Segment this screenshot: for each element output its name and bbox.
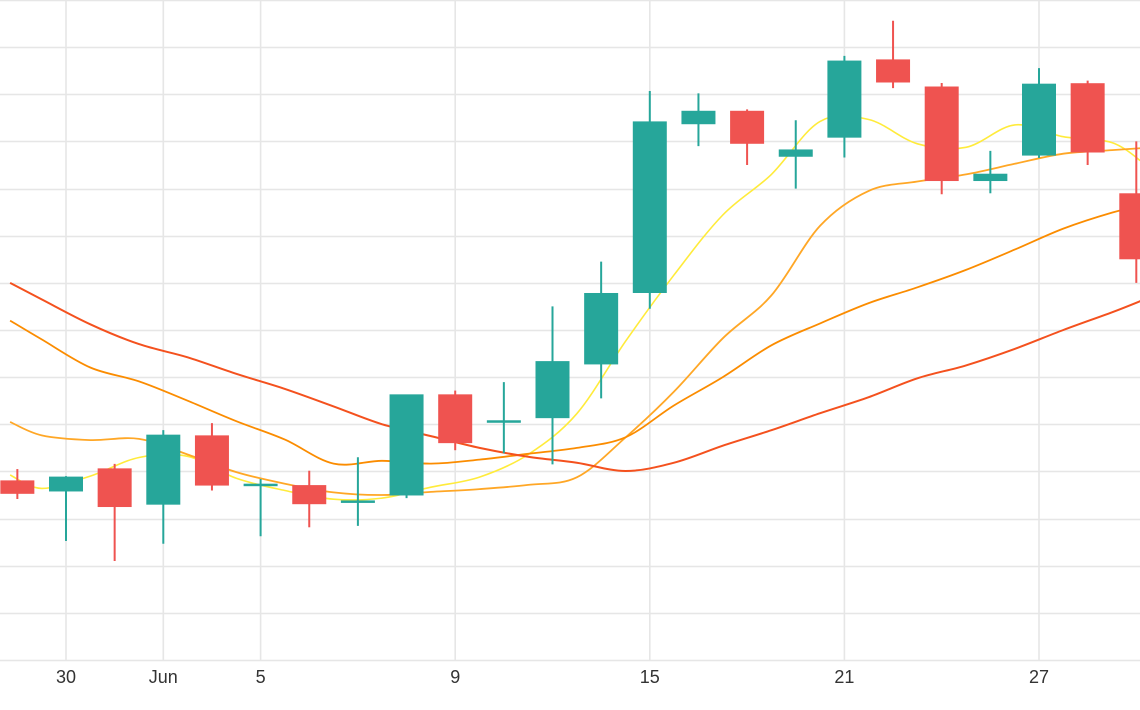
candle-body [535, 361, 570, 419]
candle-body [584, 292, 619, 365]
candle-body [0, 480, 35, 494]
candle-down [730, 109, 765, 165]
candle-up [584, 261, 619, 399]
moving-average-line-2 [9, 147, 1140, 496]
candle-body [194, 435, 229, 486]
candle-down [0, 469, 35, 500]
moving-average-lines [9, 114, 1140, 501]
candle-down [194, 423, 229, 491]
x-tick-label: 27 [1029, 667, 1049, 687]
candle-up [243, 478, 278, 537]
x-axis: 30 Jun 5 9 15 21 27 [56, 667, 1049, 687]
candle-body [97, 468, 132, 508]
candle-up [1022, 68, 1056, 158]
candle-up [973, 150, 1008, 194]
moving-average-line-3 [9, 204, 1140, 466]
candle-body [486, 420, 521, 423]
candle-body [438, 394, 473, 444]
candle-body [924, 86, 959, 182]
candle-body [1070, 83, 1105, 153]
candle-up [340, 457, 375, 526]
x-tick-label: 21 [834, 667, 854, 687]
candle-up [146, 430, 181, 544]
candles [0, 20, 1140, 561]
candle-body [973, 173, 1008, 182]
moving-average-line-4 [9, 282, 1140, 473]
candle-body [1119, 193, 1140, 260]
x-tick-label: 5 [256, 667, 266, 687]
candle-body [49, 476, 83, 492]
candle-down [438, 390, 473, 451]
candle-up [827, 55, 862, 158]
candle-up [49, 476, 83, 541]
candle-down [292, 470, 327, 528]
candle-body [340, 500, 375, 503]
candle-up [486, 382, 521, 454]
candle-body [778, 149, 813, 157]
x-tick-label: 30 [56, 667, 76, 687]
candle-down [876, 20, 911, 89]
candle-down [1070, 80, 1105, 165]
candle-up [632, 90, 667, 309]
gridlines [0, 0, 1140, 662]
x-tick-label: Jun [149, 667, 178, 687]
candle-body [389, 394, 424, 496]
candle-down [924, 82, 959, 195]
candle-body [876, 59, 911, 83]
candle-body [243, 483, 278, 487]
candle-body [632, 121, 667, 293]
moving-average-line-1 [9, 114, 1140, 501]
candle-up [389, 394, 424, 499]
candle-down [1119, 141, 1140, 283]
x-tick-label: 15 [640, 667, 660, 687]
candle-body [292, 485, 327, 505]
candle-body [730, 110, 765, 144]
candle-body [827, 60, 862, 138]
candle-down [97, 463, 132, 561]
candle-body [681, 110, 716, 125]
candle-body [146, 434, 181, 505]
candle-up [535, 306, 570, 465]
candle-body [1022, 83, 1056, 156]
candle-up [778, 120, 813, 189]
candle-up [681, 93, 716, 147]
x-tick-label: 9 [450, 667, 460, 687]
